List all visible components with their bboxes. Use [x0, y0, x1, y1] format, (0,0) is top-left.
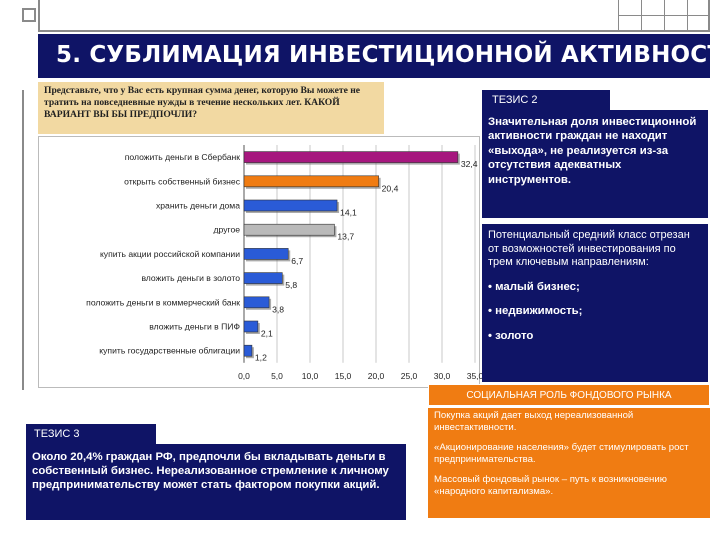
- thesis2-label: ТЕЗИС 2: [482, 90, 610, 110]
- x-tick-label: 25,0: [401, 371, 418, 381]
- data-label: 3,8: [272, 304, 284, 314]
- corner-square-decoration: [22, 8, 36, 22]
- x-tick-label: 5,0: [271, 371, 283, 381]
- top-frame: [38, 0, 710, 32]
- thesis2-body: Значительная доля инвестиционной активно…: [482, 110, 708, 218]
- thesis2-bullet: • золото: [488, 329, 534, 342]
- data-label: 5,8: [285, 280, 297, 290]
- chart-box: 0,0 5,0 10,0 15,0 20,0 25,0 30,0 35,0 положить д…: [38, 136, 484, 388]
- survey-question-text: Представьте, что у Вас есть крупная сумм…: [44, 85, 361, 120]
- category-label: другое: [214, 225, 241, 235]
- category-label: вложить деньги в золото: [141, 273, 240, 283]
- x-tick-label: 0,0: [238, 371, 250, 381]
- bar-chart: 0,0 5,0 10,0 15,0 20,0 25,0 30,0 35,0 положить д…: [86, 145, 484, 381]
- category-label: положить деньги в Сбербанк: [125, 152, 241, 162]
- side-line-decoration: [22, 90, 36, 390]
- bar: [243, 199, 338, 212]
- social-role-item: Покупка акций дает выход нереализованной…: [434, 410, 634, 433]
- bar: [243, 223, 335, 236]
- social-role-item: Массовый фондовый рынок – путь к возникн…: [434, 474, 667, 497]
- thesis2-bullet: • недвижимость;: [488, 305, 583, 318]
- data-label: 32,4: [461, 159, 478, 169]
- bar: [243, 344, 253, 357]
- social-role-body: Покупка акций дает выход нереализованной…: [428, 408, 710, 518]
- category-label: вложить деньги в ПИФ: [149, 322, 240, 332]
- data-label: 2,1: [261, 329, 273, 339]
- category-label: открыть собственный бизнес: [124, 176, 241, 186]
- survey-question-box: Представьте, что у Вас есть крупная сумм…: [38, 82, 384, 134]
- thesis3-body: Около 20,4% граждан РФ, предпочли бы вкл…: [26, 444, 406, 520]
- x-tick-label: 20,0: [368, 371, 385, 381]
- data-label: 14,1: [340, 208, 357, 218]
- bar: [243, 320, 259, 333]
- thesis2-subtext: Потенциальный средний класс отрезан от в…: [488, 229, 690, 269]
- data-label: 1,2: [255, 353, 267, 363]
- title-bar: 5. СУБЛИМАЦИЯ ИНВЕСТИЦИОННОЙ АКТИВНОСТИ: [38, 34, 720, 78]
- category-label: положить деньги в коммерческий банк: [86, 297, 240, 307]
- bar: [243, 248, 289, 260]
- x-tick-label: 35,0: [467, 371, 484, 381]
- x-tick-label: 10,0: [302, 371, 319, 381]
- x-tick-label: 15,0: [335, 371, 352, 381]
- category-label: купить акции российской компании: [100, 249, 240, 259]
- bar: [243, 175, 379, 188]
- thesis2-bullet: • малый бизнес;: [488, 280, 580, 293]
- data-label: 20,4: [382, 183, 399, 193]
- slide-title: 5. СУБЛИМАЦИЯ ИНВЕСТИЦИОННОЙ АКТИВНОСТИ: [56, 42, 720, 68]
- social-role-item: «Акционирование населения» будет стимули…: [434, 442, 689, 465]
- bar: [243, 272, 283, 284]
- social-role-title: СОЦИАЛЬНАЯ РОЛЬ ФОНДОВОГО РЫНКА: [428, 384, 710, 406]
- thesis3-label: ТЕЗИС 3: [26, 424, 156, 444]
- thesis2-details: Потенциальный средний класс отрезан от в…: [482, 224, 708, 382]
- data-label: 13,7: [337, 232, 354, 242]
- data-label: 6,7: [291, 256, 303, 266]
- top-grid-decoration: [618, 0, 710, 32]
- category-label: купить государственные облигации: [99, 346, 240, 356]
- category-label: хранить деньги дома: [156, 201, 240, 211]
- bar: [243, 296, 270, 309]
- x-tick-label: 30,0: [434, 371, 451, 381]
- bar: [243, 151, 459, 163]
